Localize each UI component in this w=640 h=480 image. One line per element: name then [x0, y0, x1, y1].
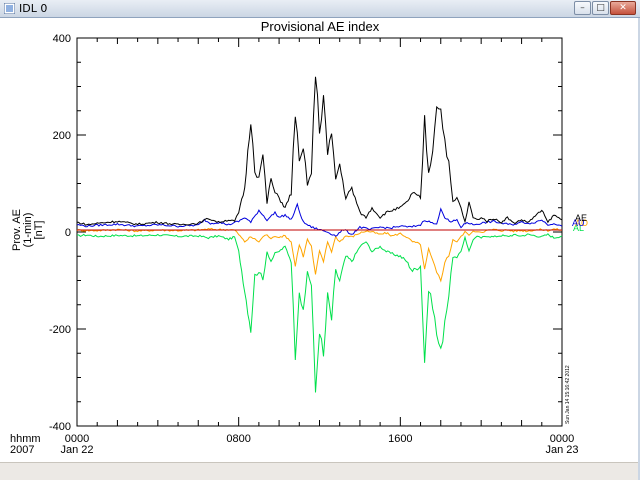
legend-label-al: AL	[573, 223, 584, 233]
x-axis-left-label-2: 2007	[10, 444, 34, 456]
window-titlebar: IDL 0 – □ ✕	[0, 0, 640, 18]
window-right-border	[638, 18, 640, 480]
y-axis: -400 -200 0 200 400	[49, 33, 562, 433]
status-bar	[0, 462, 640, 480]
series-line-al	[76, 233, 563, 393]
series-group	[76, 76, 563, 393]
y-tick-label: 400	[53, 33, 71, 45]
y-axis-label-line: (1-min)	[22, 213, 34, 248]
close-button[interactable]: ✕	[610, 1, 636, 15]
y-tick-label: 0	[65, 227, 71, 239]
x-tick-sublabel: Jan 23	[545, 444, 578, 456]
x-tick-label: 0800	[226, 433, 250, 445]
plot-canvas: Provisional AE index -400 -200 0 200 400 000…	[0, 18, 640, 462]
legend-label-au: AU	[572, 218, 585, 228]
y-axis-label-line: Prov. AE	[11, 209, 23, 251]
legend-label-ao: AO	[575, 218, 588, 228]
window-controls: – □ ✕	[573, 1, 636, 16]
y-tick-label: -200	[49, 324, 71, 336]
maximize-button[interactable]: □	[592, 1, 609, 15]
x-axis-left-label-1: hhmm	[10, 433, 41, 445]
series-line-ae	[76, 76, 563, 226]
y-axis-label-line: [nT]	[33, 221, 45, 240]
ae-index-chart: Provisional AE index -400 -200 0 200 400 000…	[10, 19, 588, 456]
plot-frame	[76, 37, 563, 427]
series-line-ao	[76, 227, 563, 283]
minimize-button[interactable]: –	[574, 1, 591, 15]
legend-label-ae: AE	[575, 213, 587, 223]
chart-title: Provisional AE index	[261, 19, 380, 34]
plot-credit: Sun Jan 14 15:16:42 2012	[565, 365, 571, 424]
y-tick-label: 200	[53, 130, 71, 142]
y-tick-label: -400	[49, 421, 71, 433]
idl-app-icon	[4, 3, 15, 14]
x-tick-label: 0000	[550, 433, 574, 445]
x-tick-label: 0000	[65, 433, 89, 445]
x-tick-sublabel: Jan 22	[60, 444, 93, 456]
y-axis-label: Prov. AE (1-min) [nT]	[11, 209, 45, 251]
window-title: IDL 0	[19, 2, 48, 15]
x-tick-label: 1600	[388, 433, 412, 445]
